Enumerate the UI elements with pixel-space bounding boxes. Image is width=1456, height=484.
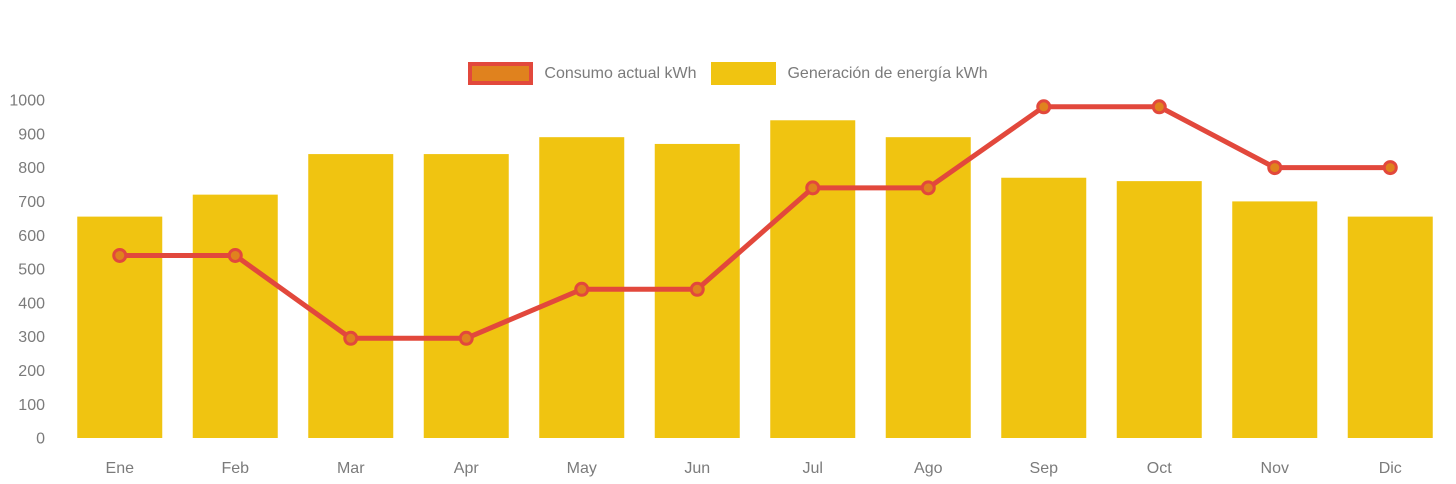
x-axis-label: May [567,460,597,477]
generacion-swatch-icon [711,62,777,85]
x-axis-label: Sep [1030,460,1059,477]
x-axis-label: Mar [337,460,365,477]
y-tick-label: 500 [18,262,45,279]
y-tick-label: 300 [18,329,45,346]
consumption-point [1382,160,1398,176]
y-tick-label: 0 [36,431,45,448]
generation-bar [192,194,278,438]
legend-label-generacion: Generación de energía kWh [787,64,988,82]
y-tick-label: 100 [18,397,45,414]
consumo-swatch-icon [468,62,534,85]
consumption-point [1036,99,1052,115]
chart-legend: Consumo actual kWh Generación de energía… [0,62,1456,85]
consumption-point [805,180,821,196]
legend-item-consumo: Consumo actual kWh [468,62,696,85]
consumption-point [227,247,243,263]
generation-bar [1116,181,1202,438]
consumption-point [458,330,474,346]
x-axis-label: Oct [1147,460,1172,477]
legend-label-consumo: Consumo actual kWh [544,64,697,82]
consumption-point [574,281,590,297]
x-axis-label: Dic [1379,460,1402,477]
x-axis-label: Ene [106,460,135,477]
y-tick-label: 900 [18,126,45,143]
y-tick-label: 1000 [9,93,45,110]
x-axis-label: Feb [221,460,249,477]
y-tick-label: 400 [18,295,45,312]
consumption-point [112,247,128,263]
y-tick-label: 600 [18,228,45,245]
consumption-point [920,180,936,196]
generation-bar [770,120,856,438]
generation-bar [1232,201,1318,438]
consumption-point [689,281,705,297]
consumption-point [1151,99,1167,115]
x-axis-label: Apr [454,460,480,477]
consumption-point [343,330,359,346]
y-tick-label: 800 [18,160,45,177]
generation-bar [1001,177,1087,439]
consumption-line [117,104,1393,341]
generation-bar [1347,216,1433,438]
generation-bar [308,154,394,438]
y-tick-label: 200 [18,363,45,380]
legend-item-generacion: Generación de energía kWh [711,62,988,85]
x-axis-label: Jun [684,460,710,477]
x-axis-label: Jul [803,460,823,477]
y-tick-label: 700 [18,194,45,211]
x-axis-label: Nov [1261,460,1289,477]
generation-bar [423,154,509,438]
consumption-point [1267,160,1283,176]
x-axis-label: Ago [914,460,943,477]
